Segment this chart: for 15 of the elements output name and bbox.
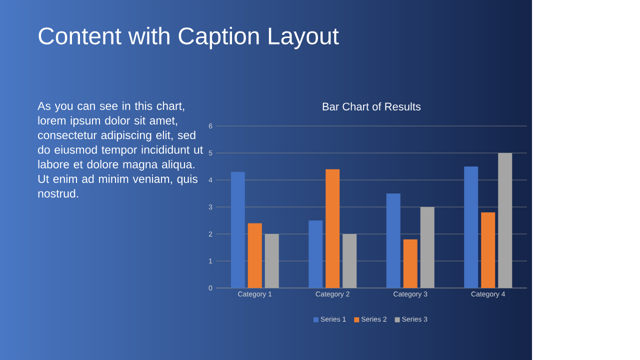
- bar: [420, 207, 434, 288]
- text: As you can see in this chart, lorem ipsum dolor sit amet, consectetur adipiscing elit, sed do eiusmod tempor incididunt ut labore et dolore magna aliqua. Ut enim ad minim veniam, quis nostrud.: [38, 102, 203, 198]
- bar: [248, 223, 262, 288]
- chart-title: Bar Chart of Results: [322, 102, 421, 110]
- bar: [464, 166, 478, 288]
- text: Content with Caption Layout: [38, 26, 339, 50]
- bar: [230, 172, 245, 288]
- bar: [481, 212, 496, 288]
- bar: [264, 234, 279, 288]
- bar: [498, 153, 512, 288]
- bar: [326, 169, 340, 288]
- bar: [403, 239, 418, 288]
- bar: [342, 234, 357, 288]
- bar: [308, 220, 323, 288]
- bar: [386, 194, 400, 288]
